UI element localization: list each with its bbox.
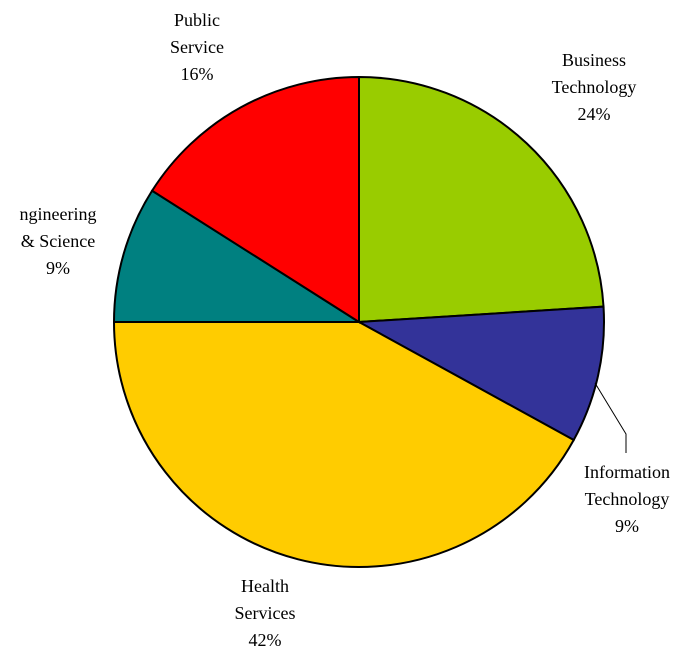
slice-label-1: Information Technology 9% <box>584 462 670 536</box>
slice-label-4: Public Service 16% <box>170 10 224 84</box>
slice-label-2: Health Services 42% <box>235 576 296 650</box>
slice-name-line: Public <box>174 10 220 30</box>
slice-name-line: & Science <box>21 231 95 251</box>
slice-name-line: Service <box>170 37 224 57</box>
slice-name-line: Health <box>241 576 289 596</box>
slice-label-0: Business Technology 24% <box>552 50 637 124</box>
pie-slice-2 <box>112 321 576 568</box>
slice-percent-label: 16% <box>181 64 214 84</box>
leader-line-information-technology <box>594 382 627 453</box>
pie-slice-3 <box>112 189 363 323</box>
slice-name-line: Technology <box>552 77 637 97</box>
pie-slice-1 <box>355 305 605 442</box>
slice-label-3: ngineering & Science 9% <box>20 204 97 278</box>
slice-percent-label: 42% <box>249 630 282 650</box>
pie-slice-4 <box>150 75 360 324</box>
slice-name-line: Business <box>562 50 626 70</box>
slice-percent-label: 9% <box>46 258 70 278</box>
slice-name-line: Services <box>235 603 296 623</box>
pie-slices <box>112 75 605 568</box>
slice-labels: Business Technology 24% Information Technolo… <box>20 10 670 650</box>
slice-percent-label: 24% <box>578 104 611 124</box>
slice-name-line: ngineering <box>20 204 97 224</box>
leader-lines <box>594 382 627 453</box>
slice-name-line: Information <box>584 462 670 482</box>
pie-slice-0 <box>358 75 605 324</box>
slice-name-line: Technology <box>585 489 670 509</box>
slice-percent-label: 9% <box>615 516 639 536</box>
